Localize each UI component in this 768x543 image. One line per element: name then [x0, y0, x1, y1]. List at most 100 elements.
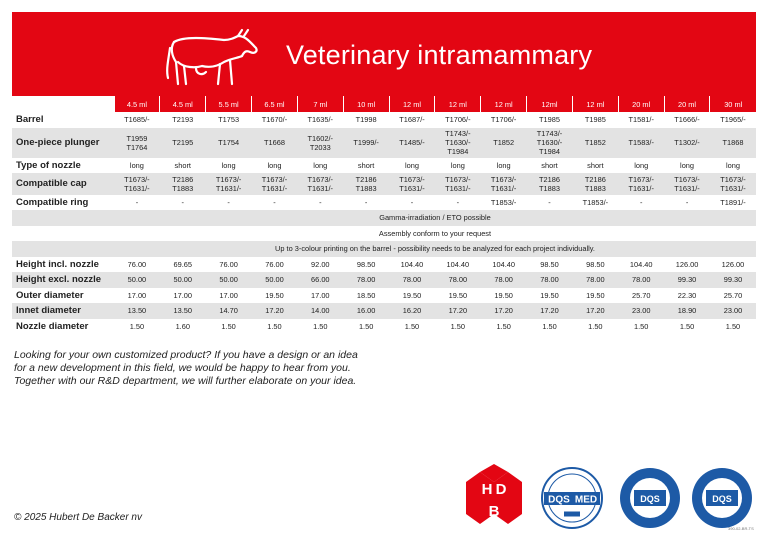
table-row: Up to 3-colour printing on the barrel - …: [12, 241, 756, 257]
cell-line: T1673/-: [445, 174, 471, 184]
table-cell: T1670/-: [251, 112, 298, 128]
volume-header: 12ml: [526, 96, 573, 112]
table-cell: T1852: [572, 127, 619, 158]
table-cell: -: [343, 194, 390, 210]
cell-line: long: [634, 160, 649, 170]
table-row: Height excl. nozzle 50.00 50.00 50.00 50.00 6…: [12, 272, 756, 288]
table-cell: 50.00: [159, 272, 206, 288]
table-cell: 18.90: [664, 303, 710, 319]
table-cell: T1852: [480, 127, 527, 158]
cell-line: 13.50: [173, 306, 193, 316]
cell-line: 99.30: [723, 275, 743, 285]
table-cell: -: [664, 194, 710, 210]
cell-line: T1984: [447, 147, 469, 156]
cell-line: short: [174, 160, 191, 170]
cell-line: 98.50: [540, 259, 559, 269]
table-cell: T2186 T1883: [526, 173, 573, 195]
cell-line: -: [181, 197, 184, 207]
cell-line: 1.50: [588, 321, 603, 331]
table-cell: T1602/- T2033: [297, 127, 344, 158]
cell-line: T2193: [172, 115, 194, 125]
cell-line: T1687/-: [399, 115, 425, 125]
copyright: © 2025 Hubert De Backer nv: [14, 512, 142, 523]
cell-line: -: [364, 197, 368, 207]
table-cell: 1.50: [343, 318, 390, 334]
cell-line: 78.00: [540, 275, 559, 285]
table-cell: T1485/-: [389, 127, 435, 158]
volume-header: 6.5 ml: [251, 96, 298, 112]
table-cell: 19.50: [572, 287, 619, 303]
table-cell: T1685/-: [114, 112, 160, 128]
cell-line: T1883: [355, 183, 377, 193]
cell-line: T1883: [172, 183, 194, 193]
cell-line: 104.40: [629, 259, 653, 269]
cell-line: 1.50: [679, 321, 695, 331]
cell-line: T1631/-: [399, 183, 425, 193]
table-cell: 78.00: [572, 272, 619, 288]
row-label: [12, 210, 114, 226]
hdb-letter-h: H: [482, 481, 493, 498]
table-cell: 23.00: [618, 303, 665, 319]
cell-line: T2186: [355, 174, 377, 184]
cell-line: 78.00: [586, 275, 605, 285]
row-label: Height incl. nozzle: [12, 256, 114, 272]
volume-header: 7 ml: [296, 96, 344, 112]
cell-line: 78.00: [356, 275, 376, 285]
table-cell: long: [114, 157, 160, 173]
table-cell: 99.30: [709, 272, 756, 288]
table-cell: 78.00: [434, 272, 481, 288]
table-cell: T2186 T1883: [572, 173, 619, 195]
table-row: Type of nozzle long short long long long short…: [12, 157, 756, 173]
table-cell: T1673/- T1631/-: [251, 173, 298, 195]
table-cell: 1.50: [572, 318, 619, 334]
table-cell: 126.00: [664, 256, 710, 272]
table-cell: T1965/-: [709, 112, 756, 128]
table-cell: T1706/-: [434, 112, 481, 128]
cell-line: T1985: [584, 115, 606, 125]
cell-line: T1631/-: [490, 183, 517, 193]
cell-line: T1635/-: [307, 115, 334, 125]
table-cell: 69.65: [159, 256, 206, 272]
table-cell: long: [205, 157, 252, 173]
table-cell: 19.50: [251, 287, 298, 303]
cell-line: 1.50: [313, 321, 328, 331]
cell-line: long: [267, 160, 282, 170]
table-cell: T2195: [159, 127, 206, 158]
row-label: [12, 225, 114, 241]
table-cell: T1583/-: [618, 127, 665, 158]
page-title: Veterinary intramammary: [286, 40, 593, 70]
table-cell: 104.40: [389, 256, 435, 272]
cell-line: 1.50: [634, 321, 649, 331]
cell-line: 1.50: [267, 321, 282, 331]
dqs-small-text-2: DQS: [712, 494, 732, 504]
row-label: One-piece plunger: [12, 127, 114, 158]
table-cell: T1743/- T1630/- T1984: [434, 127, 481, 158]
table-cell: 1.50: [664, 318, 710, 334]
cell-line: 17.00: [127, 290, 147, 300]
table-cell: 1.50: [618, 318, 665, 334]
table-cell: 98.50: [572, 256, 619, 272]
table-cell: -: [297, 194, 344, 210]
cell-line: T1673/-: [490, 174, 517, 184]
table-cell: 14.00: [297, 303, 344, 319]
table-row: Barrel T1685/- T2193 T1753 T1670/- T1635/- T19…: [12, 112, 756, 128]
table-cell: 25.70: [618, 287, 665, 303]
cell-line: 76.00: [219, 259, 238, 269]
cell-line: T1868: [722, 138, 744, 147]
table-cell: 1.50: [205, 318, 252, 334]
table-cell: 50.00: [205, 272, 252, 288]
cell-line: 99.30: [677, 275, 697, 285]
table-cell: T1673/- T1631/-: [389, 173, 435, 195]
table-row: Height incl. nozzle 76.00 69.65 76.00 76.00 9…: [12, 256, 756, 272]
cell-line: T1668: [263, 138, 285, 147]
cell-line: 104.40: [492, 259, 515, 269]
table-cell: long: [664, 157, 710, 173]
table-cell: T1673/- T1631/-: [664, 173, 710, 195]
table-cell: T1999/-: [343, 127, 390, 158]
table-cell: 18.50: [343, 287, 390, 303]
cow-icon: [166, 28, 258, 86]
dqs-small-text-1: DQS: [640, 494, 660, 504]
cell-line: T1754: [218, 138, 240, 147]
cell-line: T2186: [584, 174, 606, 184]
cell-line: long: [450, 160, 465, 170]
